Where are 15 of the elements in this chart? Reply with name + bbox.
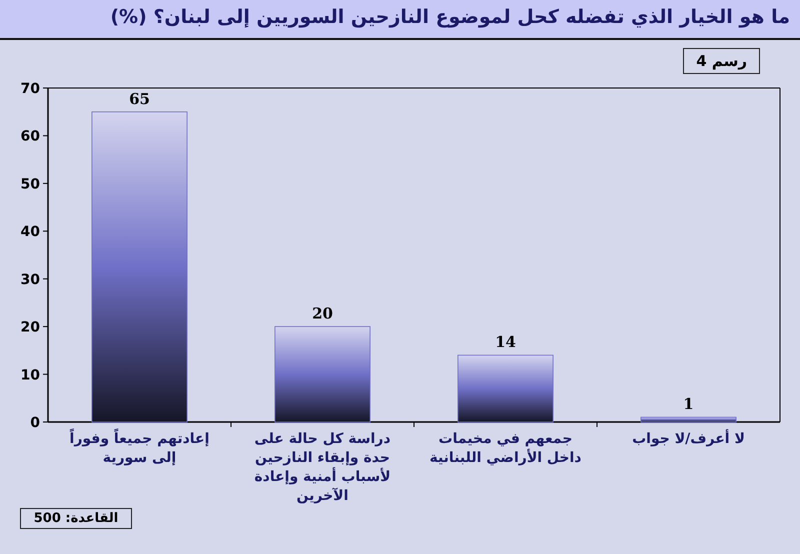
data-label: 14 bbox=[495, 333, 516, 352]
data-label: 20 bbox=[312, 304, 333, 323]
y-tick-label: 0 bbox=[30, 415, 40, 431]
title: ما هو الخيار الذي تفضله كحل لموضوع النازحين السوريين إلى لبنان؟ (%) bbox=[109, 6, 790, 28]
y-tick-label: 30 bbox=[20, 272, 40, 288]
y-tick-label: 40 bbox=[20, 224, 40, 240]
y-tick-label: 50 bbox=[20, 176, 40, 192]
y-tick-label: 60 bbox=[20, 128, 40, 145]
data-label: 1 bbox=[683, 395, 694, 414]
data-label: 65 bbox=[129, 90, 150, 108]
y-tick-label: 10 bbox=[20, 367, 40, 384]
y-tick-label: 20 bbox=[20, 320, 40, 336]
annotation: رسم 4 bbox=[683, 48, 760, 74]
annotation: القاعدة: 500 bbox=[20, 508, 132, 529]
y-tick-label: 70 bbox=[20, 81, 40, 97]
